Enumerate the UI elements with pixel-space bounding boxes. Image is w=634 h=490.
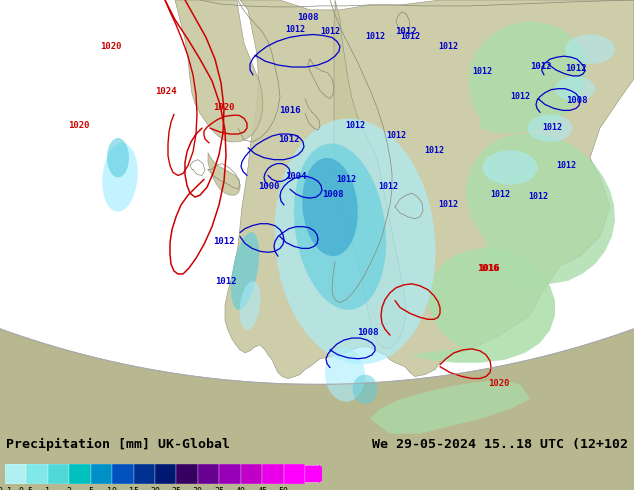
Text: 1012: 1012 [213, 238, 235, 246]
Text: 0.5: 0.5 [19, 487, 34, 490]
Text: 1012: 1012 [530, 62, 552, 71]
Text: 1024: 1024 [155, 87, 176, 96]
Bar [134, 464, 155, 484]
Polygon shape [410, 248, 555, 363]
Text: 1012: 1012 [345, 121, 365, 130]
Text: 1016: 1016 [478, 264, 500, 273]
Text: 20: 20 [150, 487, 160, 490]
Bar [155, 464, 176, 484]
Ellipse shape [302, 158, 358, 256]
Bar [283, 464, 305, 484]
Ellipse shape [555, 76, 595, 101]
Polygon shape [334, 0, 406, 349]
Polygon shape [208, 153, 240, 195]
Text: 1008: 1008 [566, 97, 588, 105]
Text: 1012: 1012 [424, 146, 444, 155]
Text: 35: 35 [214, 487, 224, 490]
Text: 1012: 1012 [438, 200, 458, 209]
Text: 1000: 1000 [258, 182, 280, 191]
Text: 1012: 1012 [565, 64, 586, 73]
Bar [176, 464, 198, 484]
Ellipse shape [482, 150, 538, 185]
Text: 1012: 1012 [278, 135, 299, 144]
Polygon shape [469, 22, 587, 133]
Text: 1012: 1012 [438, 42, 458, 51]
Text: We 29-05-2024 15..18 UTC (12+102: We 29-05-2024 15..18 UTC (12+102 [372, 438, 628, 451]
Text: 40: 40 [236, 487, 246, 490]
Text: 1012: 1012 [528, 192, 548, 201]
Text: 2: 2 [67, 487, 72, 490]
Text: 1020: 1020 [213, 103, 235, 112]
Text: 1012: 1012 [215, 277, 236, 286]
Text: 1020: 1020 [488, 379, 510, 389]
Text: 25: 25 [171, 487, 181, 490]
Ellipse shape [353, 374, 377, 404]
Ellipse shape [102, 143, 138, 212]
Ellipse shape [240, 281, 261, 330]
Bar [91, 464, 112, 484]
Bar [69, 464, 91, 484]
Text: 50: 50 [278, 487, 288, 490]
Bar [262, 464, 283, 484]
Ellipse shape [527, 114, 573, 142]
Text: 0.1: 0.1 [0, 487, 13, 490]
Text: 1012: 1012 [285, 24, 305, 33]
Text: 1008: 1008 [322, 190, 344, 199]
Text: 1012: 1012 [365, 32, 385, 42]
Text: 1004: 1004 [285, 172, 306, 181]
Text: 1: 1 [46, 487, 51, 490]
Text: 1016: 1016 [279, 106, 301, 115]
Bar [219, 464, 241, 484]
Ellipse shape [231, 232, 259, 310]
Text: 10: 10 [107, 487, 117, 490]
Bar [198, 464, 219, 484]
Text: 1012: 1012 [472, 67, 492, 76]
Bar [112, 464, 134, 484]
Text: 1016: 1016 [477, 264, 498, 273]
FancyArrow shape [305, 464, 331, 484]
Text: 1012: 1012 [320, 27, 340, 36]
Text: 1012: 1012 [510, 92, 530, 100]
Bar [27, 464, 48, 484]
Text: 1012: 1012 [336, 175, 356, 184]
Ellipse shape [294, 144, 386, 310]
Text: 1008: 1008 [357, 328, 378, 337]
Text: 1012: 1012 [386, 131, 406, 140]
Polygon shape [370, 379, 530, 434]
Ellipse shape [325, 347, 365, 402]
Polygon shape [175, 0, 263, 142]
Polygon shape [225, 0, 634, 378]
Text: 5: 5 [88, 487, 93, 490]
Text: 30: 30 [193, 487, 203, 490]
Bar [48, 464, 69, 484]
Ellipse shape [275, 119, 436, 365]
Text: 1012: 1012 [556, 161, 576, 170]
Bar [5, 464, 27, 484]
Ellipse shape [565, 34, 615, 64]
Text: 45: 45 [257, 487, 267, 490]
Text: Precipitation [mm] UK-Global: Precipitation [mm] UK-Global [6, 438, 230, 451]
Polygon shape [0, 0, 634, 384]
Text: 1020: 1020 [68, 121, 89, 130]
Text: 1008: 1008 [297, 13, 318, 22]
Polygon shape [466, 133, 615, 284]
Text: 1012: 1012 [542, 123, 562, 132]
Bar [241, 464, 262, 484]
Text: 1012: 1012 [378, 182, 398, 191]
Text: 15: 15 [129, 487, 139, 490]
Text: 1012: 1012 [400, 32, 420, 42]
Text: 1020: 1020 [100, 42, 122, 51]
Text: 1012: 1012 [490, 190, 510, 199]
Text: 1012: 1012 [395, 27, 417, 36]
Ellipse shape [107, 138, 129, 177]
